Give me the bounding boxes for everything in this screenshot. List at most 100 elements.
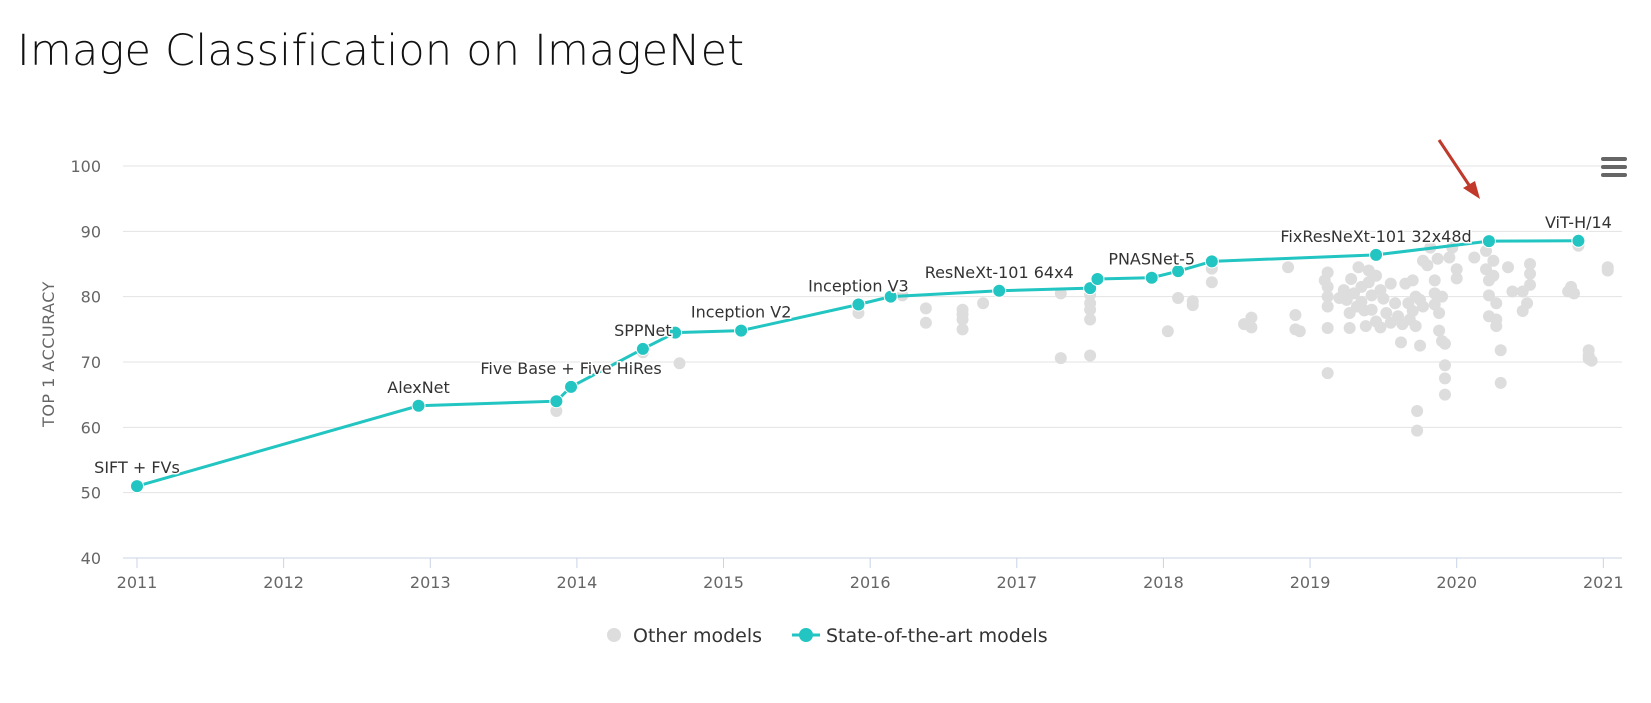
y-tick-label: 90: [81, 222, 101, 241]
sota-point[interactable]: [734, 323, 749, 338]
other-model-point[interactable]: [1205, 276, 1218, 289]
other-model-point[interactable]: [1321, 280, 1334, 293]
other-model-point[interactable]: [1380, 307, 1393, 319]
other-model-point[interactable]: [1321, 367, 1334, 380]
other-model-point[interactable]: [1161, 325, 1174, 338]
other-model-point[interactable]: [1433, 324, 1446, 337]
other-model-point[interactable]: [1468, 251, 1481, 264]
other-model-point[interactable]: [1084, 349, 1097, 362]
other-model-point[interactable]: [1494, 344, 1507, 357]
sota-point[interactable]: [1083, 281, 1098, 296]
other-model-point[interactable]: [1384, 277, 1397, 290]
other-model-point[interactable]: [1438, 372, 1451, 385]
x-tick-label: 2012: [263, 573, 304, 592]
other-model-point[interactable]: [1406, 274, 1419, 287]
sota-point[interactable]: [851, 297, 866, 312]
sota-point[interactable]: [1369, 247, 1384, 262]
chart-menu-button[interactable]: [1598, 150, 1630, 182]
other-model-point[interactable]: [1172, 291, 1185, 304]
other-model-point[interactable]: [1343, 322, 1356, 335]
other-model-point[interactable]: [1524, 267, 1537, 280]
other-model-point[interactable]: [1374, 321, 1387, 334]
other-model-point[interactable]: [1054, 352, 1067, 365]
sota-point[interactable]: [1204, 254, 1219, 269]
other-model-point[interactable]: [977, 297, 990, 310]
other-model-point[interactable]: [1321, 266, 1334, 279]
other-model-point[interactable]: [1428, 274, 1441, 287]
other-model-point[interactable]: [1359, 320, 1372, 333]
other-model-point[interactable]: [1490, 297, 1503, 310]
other-model-point[interactable]: [1321, 300, 1334, 313]
other-model-point[interactable]: [1186, 295, 1199, 308]
other-model-point[interactable]: [1568, 287, 1581, 300]
other-model-point[interactable]: [1450, 272, 1463, 285]
sota-point[interactable]: [564, 379, 579, 394]
other-model-point[interactable]: [1521, 297, 1534, 310]
other-model-point[interactable]: [1406, 305, 1419, 318]
other-model-point[interactable]: [1370, 269, 1383, 282]
other-model-point[interactable]: [1494, 376, 1507, 389]
other-model-point[interactable]: [1394, 336, 1407, 349]
other-model-point[interactable]: [1411, 424, 1424, 437]
other-model-point[interactable]: [1293, 325, 1306, 338]
sota-point[interactable]: [1171, 264, 1186, 279]
legend-item-other[interactable]: Other models: [607, 625, 762, 647]
other-model-point[interactable]: [956, 323, 969, 336]
other-model-point[interactable]: [1601, 264, 1614, 277]
other-model-point[interactable]: [1443, 251, 1456, 264]
other-model-point[interactable]: [1506, 285, 1519, 298]
sota-point[interactable]: [883, 289, 898, 304]
other-model-point[interactable]: [1487, 269, 1500, 282]
other-model-point[interactable]: [956, 308, 969, 321]
other-model-point[interactable]: [1450, 263, 1463, 276]
other-model-point[interactable]: [1337, 284, 1350, 297]
sota-point[interactable]: [1481, 234, 1496, 249]
other-model-point[interactable]: [919, 302, 932, 315]
sota-point[interactable]: [411, 398, 426, 413]
sota-point[interactable]: [549, 394, 564, 409]
other-model-point[interactable]: [1438, 359, 1451, 372]
other-model-point[interactable]: [1377, 292, 1390, 305]
other-model-point[interactable]: [1345, 273, 1358, 286]
other-model-point[interactable]: [1490, 320, 1503, 333]
other-model-point[interactable]: [1289, 308, 1302, 321]
other-model-point[interactable]: [1282, 261, 1295, 274]
other-model-point[interactable]: [1524, 278, 1537, 291]
sota-point[interactable]: [1571, 233, 1586, 248]
other-model-point[interactable]: [1585, 354, 1598, 367]
other-model-point[interactable]: [1433, 307, 1446, 319]
other-model-point[interactable]: [1409, 320, 1422, 333]
other-model-point[interactable]: [1411, 405, 1424, 417]
legend-item-sota[interactable]: State-of-the-art models: [792, 625, 1048, 647]
other-model-point[interactable]: [1431, 252, 1444, 265]
other-model-point[interactable]: [1245, 321, 1258, 334]
other-model-point[interactable]: [1352, 261, 1365, 274]
other-model-point[interactable]: [1365, 303, 1378, 316]
sota-point[interactable]: [992, 283, 1007, 298]
sota-point[interactable]: [1090, 272, 1105, 287]
other-model-point[interactable]: [1502, 261, 1515, 274]
other-model-point[interactable]: [550, 405, 563, 417]
other-model-point[interactable]: [1421, 259, 1434, 272]
other-model-point[interactable]: [1487, 254, 1500, 267]
sota-point[interactable]: [635, 341, 650, 356]
other-model-point[interactable]: [1389, 297, 1402, 310]
other-model-point[interactable]: [1321, 290, 1334, 303]
other-model-point[interactable]: [1438, 337, 1451, 350]
other-model-point[interactable]: [919, 316, 932, 329]
other-model-point[interactable]: [1416, 300, 1429, 313]
other-model-point[interactable]: [673, 357, 686, 370]
other-model-point[interactable]: [1482, 289, 1495, 302]
other-model-point[interactable]: [1436, 290, 1449, 303]
other-model-point[interactable]: [1084, 303, 1097, 316]
sota-point[interactable]: [1144, 270, 1159, 285]
other-model-point[interactable]: [1524, 258, 1537, 270]
sota-point[interactable]: [130, 479, 144, 494]
sota-point[interactable]: [668, 325, 683, 340]
other-model-point[interactable]: [1414, 339, 1427, 352]
other-model-point[interactable]: [1245, 311, 1258, 324]
other-model-point[interactable]: [1321, 322, 1334, 335]
other-model-point[interactable]: [1365, 289, 1378, 302]
other-model-point[interactable]: [1438, 388, 1451, 401]
other-model-point[interactable]: [1084, 313, 1097, 326]
